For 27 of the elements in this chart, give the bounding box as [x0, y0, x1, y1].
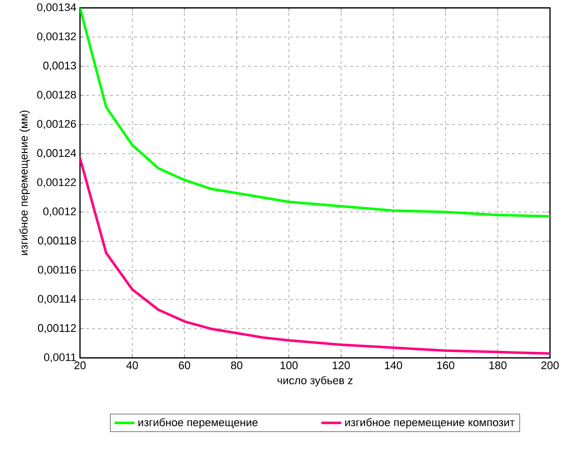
y-tick-label: 0,00116	[38, 266, 76, 275]
y-tick-label: 0,00122	[37, 178, 76, 188]
x-axis-title: число зубьев z	[278, 376, 353, 386]
y-tick-label: 0,00126	[37, 120, 76, 130]
y-tick-label: 0,00128	[37, 90, 76, 100]
y-tick-label: 0,00112	[38, 324, 76, 334]
x-tick-label: 140	[384, 361, 402, 370]
legend-label: изгибное перемещение композит	[345, 418, 515, 428]
x-tick-label: 100	[280, 361, 298, 370]
x-tick-label: 60	[178, 361, 190, 370]
x-tick-label: 180	[489, 361, 507, 370]
y-tick-label: 0,00118	[38, 236, 76, 246]
x-tick-label: 120	[332, 361, 350, 370]
x-tick-label: 200	[541, 361, 559, 370]
y-tick-label: 0,0011	[44, 353, 76, 362]
y-tick-label: 0,00134	[37, 3, 76, 12]
y-tick-label: 0,00124	[37, 149, 76, 158]
y-tick-label: 0,00114	[38, 295, 76, 304]
x-tick-label: 20	[74, 361, 86, 370]
x-tick-label: 80	[231, 361, 242, 370]
y-tick-label: 0,00132	[37, 32, 76, 42]
y-tick-label: 0,0013	[43, 62, 76, 71]
y-axis-title: изгибное перемещение (мм)	[20, 110, 30, 256]
legend-label: изгибное перемещение	[138, 418, 258, 428]
x-tick-label: 160	[437, 361, 454, 370]
x-tick-label: 40	[126, 361, 138, 370]
y-tick-label: 0,0012	[43, 208, 76, 217]
